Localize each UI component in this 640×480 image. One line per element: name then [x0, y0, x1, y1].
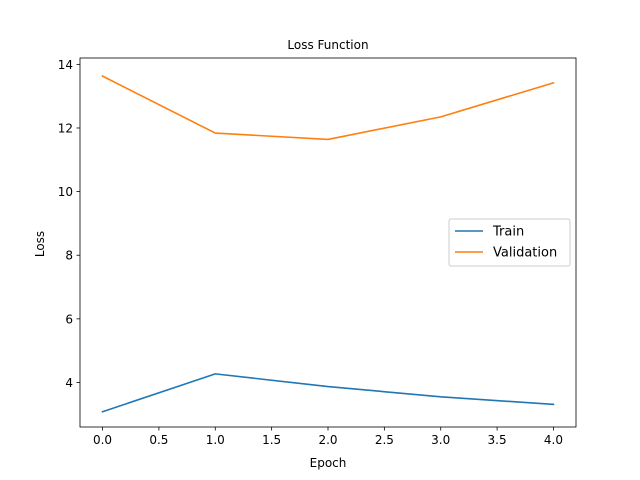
x-tick-label: 0.0 [93, 433, 112, 447]
y-tick-label: 4 [65, 376, 73, 390]
x-tick-label: 1.5 [262, 433, 281, 447]
legend-label-validation: Validation [493, 246, 557, 261]
y-tick-label: 12 [58, 121, 73, 135]
y-tick-label: 10 [58, 185, 73, 199]
x-axis-title: Epoch [310, 456, 347, 470]
x-tick-label: 2.0 [318, 433, 337, 447]
x-tick-label: 4.0 [544, 433, 563, 447]
y-tick-label: 14 [58, 58, 73, 72]
x-tick-label: 0.5 [149, 433, 168, 447]
y-tick-label: 8 [65, 249, 73, 263]
legend: Train Validation [448, 218, 571, 267]
x-tick-label: 2.5 [375, 433, 394, 447]
plot-area: 0.0 0.5 1.0 1.5 2.0 2.5 3.0 3.5 4.0 4 6 8 10 12 14 [58, 57, 577, 447]
y-axis-title: Loss [33, 231, 47, 257]
legend-label-train: Train [492, 225, 524, 240]
x-tick-label: 3.0 [431, 433, 450, 447]
y-tick-label: 6 [65, 312, 73, 326]
chart-title: Loss Function [287, 38, 368, 52]
x-tick-label: 1.0 [206, 433, 225, 447]
x-tick-label: 3.5 [488, 433, 507, 447]
